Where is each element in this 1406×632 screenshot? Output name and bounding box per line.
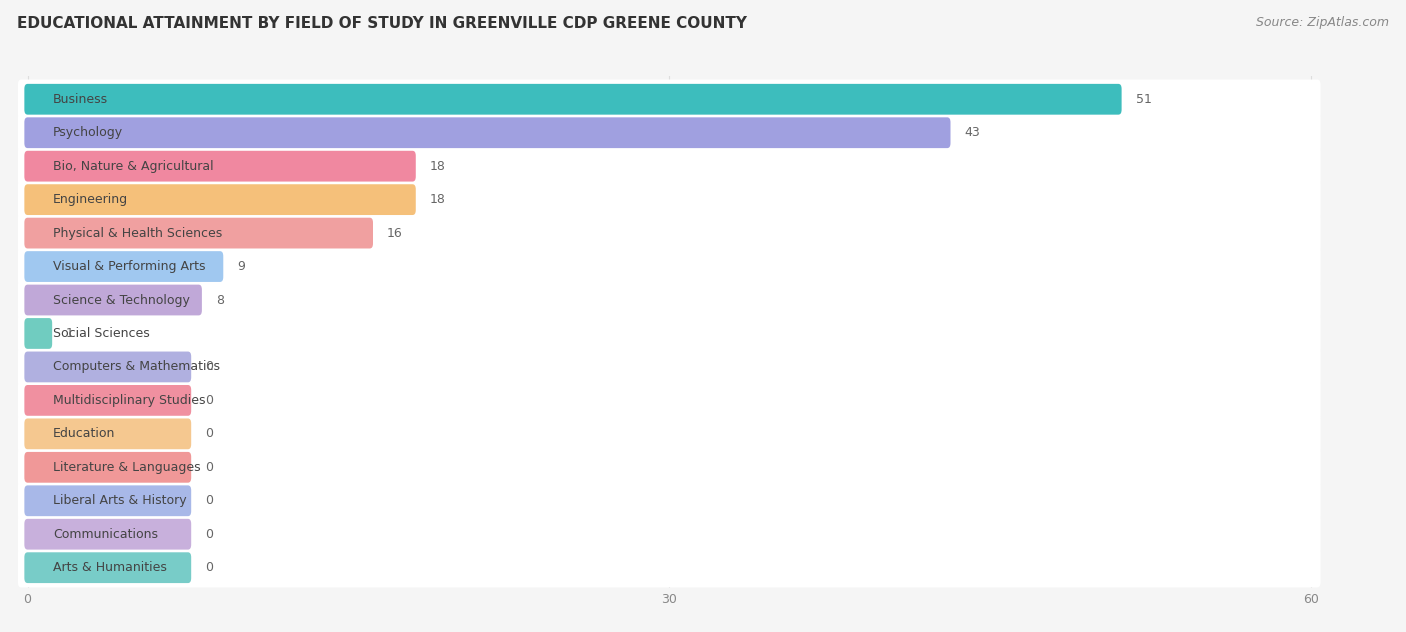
FancyBboxPatch shape (18, 514, 1320, 554)
FancyBboxPatch shape (24, 418, 191, 449)
Text: Liberal Arts & History: Liberal Arts & History (53, 494, 187, 507)
Text: Communications: Communications (53, 528, 159, 541)
FancyBboxPatch shape (18, 180, 1320, 219)
Text: 0: 0 (205, 427, 214, 441)
Text: Social Sciences: Social Sciences (53, 327, 150, 340)
FancyBboxPatch shape (18, 113, 1320, 152)
Text: Business: Business (53, 93, 108, 106)
FancyBboxPatch shape (18, 347, 1320, 387)
Text: 0: 0 (205, 561, 214, 574)
Text: Computers & Mathematics: Computers & Mathematics (53, 360, 221, 374)
FancyBboxPatch shape (18, 380, 1320, 420)
FancyBboxPatch shape (18, 247, 1320, 286)
FancyBboxPatch shape (24, 251, 224, 282)
Text: Psychology: Psychology (53, 126, 124, 139)
Text: 18: 18 (430, 193, 446, 206)
Text: Education: Education (53, 427, 115, 441)
FancyBboxPatch shape (24, 217, 373, 248)
Text: Visual & Performing Arts: Visual & Performing Arts (53, 260, 205, 273)
FancyBboxPatch shape (18, 147, 1320, 186)
Text: 9: 9 (238, 260, 245, 273)
Text: 16: 16 (387, 227, 402, 240)
Text: Arts & Humanities: Arts & Humanities (53, 561, 167, 574)
Text: 0: 0 (205, 461, 214, 474)
Text: Literature & Languages: Literature & Languages (53, 461, 201, 474)
Text: Engineering: Engineering (53, 193, 128, 206)
FancyBboxPatch shape (18, 548, 1320, 587)
Text: Multidisciplinary Studies: Multidisciplinary Studies (53, 394, 205, 407)
Text: 43: 43 (965, 126, 980, 139)
Text: Bio, Nature & Agricultural: Bio, Nature & Agricultural (53, 160, 214, 173)
Text: Physical & Health Sciences: Physical & Health Sciences (53, 227, 222, 240)
FancyBboxPatch shape (18, 280, 1320, 320)
Text: 8: 8 (215, 293, 224, 307)
FancyBboxPatch shape (24, 284, 202, 315)
Text: 0: 0 (205, 360, 214, 374)
Text: 0: 0 (205, 528, 214, 541)
Text: Science & Technology: Science & Technology (53, 293, 190, 307)
FancyBboxPatch shape (24, 84, 1122, 114)
Text: 0: 0 (205, 394, 214, 407)
Text: 51: 51 (1136, 93, 1152, 106)
FancyBboxPatch shape (18, 214, 1320, 253)
Text: 0: 0 (205, 494, 214, 507)
FancyBboxPatch shape (24, 452, 191, 483)
FancyBboxPatch shape (24, 151, 416, 181)
FancyBboxPatch shape (24, 552, 191, 583)
FancyBboxPatch shape (24, 485, 191, 516)
Text: 18: 18 (430, 160, 446, 173)
Text: Source: ZipAtlas.com: Source: ZipAtlas.com (1256, 16, 1389, 29)
FancyBboxPatch shape (24, 318, 52, 349)
FancyBboxPatch shape (18, 80, 1320, 119)
FancyBboxPatch shape (24, 351, 191, 382)
FancyBboxPatch shape (24, 118, 950, 148)
FancyBboxPatch shape (24, 185, 416, 215)
FancyBboxPatch shape (18, 447, 1320, 487)
FancyBboxPatch shape (18, 414, 1320, 454)
Text: 1: 1 (66, 327, 75, 340)
FancyBboxPatch shape (24, 385, 191, 416)
Text: EDUCATIONAL ATTAINMENT BY FIELD OF STUDY IN GREENVILLE CDP GREENE COUNTY: EDUCATIONAL ATTAINMENT BY FIELD OF STUDY… (17, 16, 747, 31)
FancyBboxPatch shape (24, 519, 191, 550)
FancyBboxPatch shape (18, 481, 1320, 521)
FancyBboxPatch shape (18, 313, 1320, 353)
